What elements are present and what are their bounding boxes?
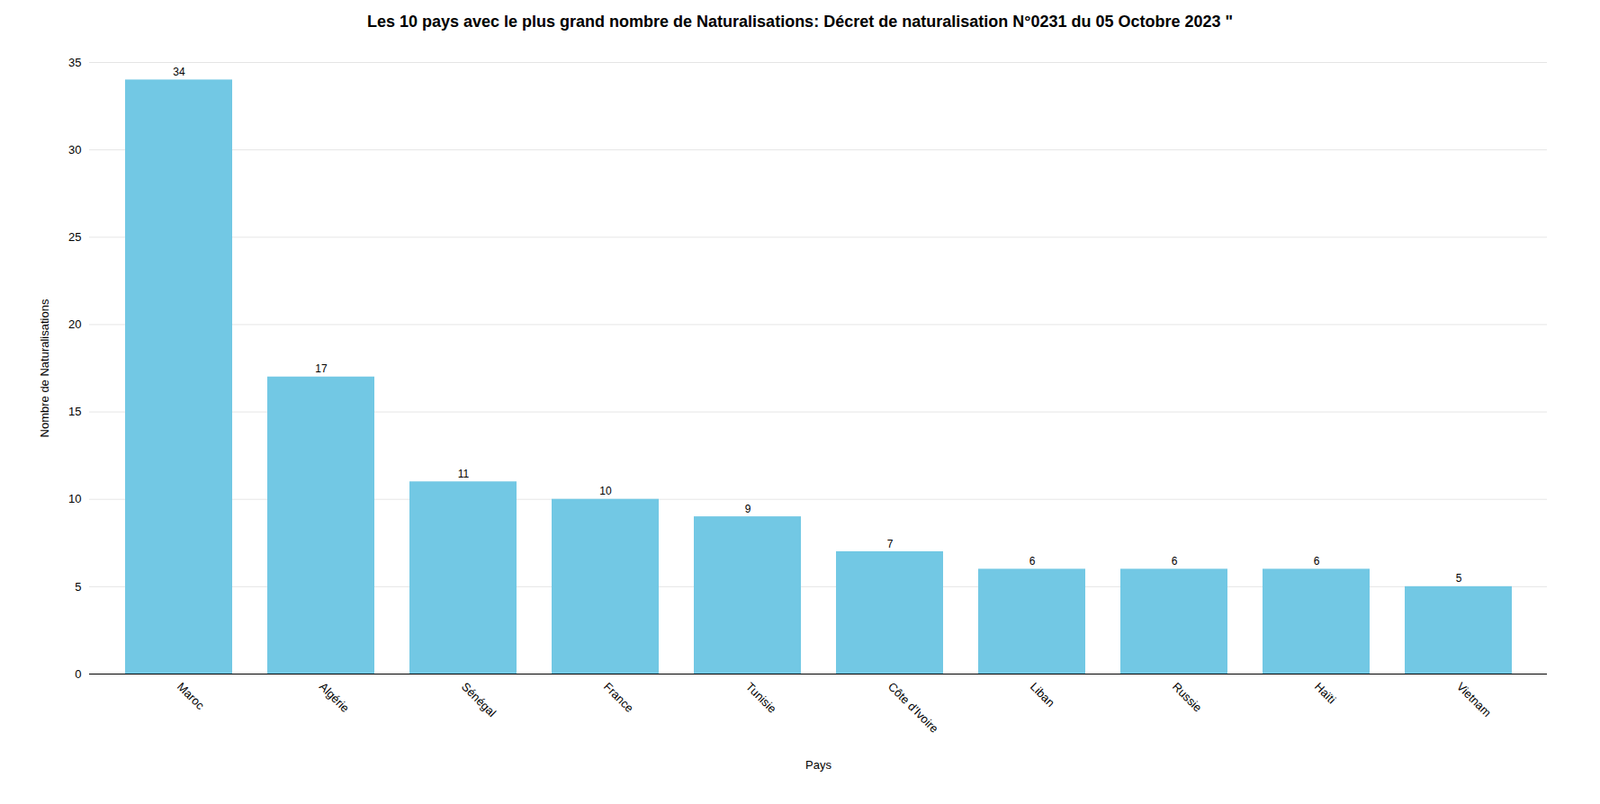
svg-text:Liban: Liban xyxy=(1027,680,1058,711)
svg-text:Nombre de Naturalisations: Nombre de Naturalisations xyxy=(37,298,52,438)
svg-text:Haïti: Haïti xyxy=(1312,680,1340,708)
svg-text:10: 10 xyxy=(68,492,81,506)
svg-text:25: 25 xyxy=(68,230,81,244)
svg-text:9: 9 xyxy=(745,503,752,516)
svg-text:Algérie: Algérie xyxy=(316,680,352,716)
svg-text:Pays: Pays xyxy=(805,758,832,773)
svg-text:Tunisie: Tunisie xyxy=(743,680,780,717)
svg-text:35: 35 xyxy=(68,55,81,70)
html-text:Les 10 pays avec le plus grand: Les 10 pays avec le plus grand nombre de… xyxy=(367,12,1233,31)
svg-text:Maroc: Maroc xyxy=(174,680,207,713)
svg-text:5: 5 xyxy=(74,580,81,594)
svg-text:France: France xyxy=(601,680,637,716)
svg-text:Vietnam: Vietnam xyxy=(1454,680,1494,720)
svg-text:6: 6 xyxy=(1313,555,1321,568)
svg-text:15: 15 xyxy=(68,404,81,419)
svg-text:Russie: Russie xyxy=(1169,680,1205,716)
svg-text:6: 6 xyxy=(1029,555,1036,568)
svg-text:6: 6 xyxy=(1171,555,1178,568)
svg-text:7: 7 xyxy=(887,538,894,551)
svg-text:17: 17 xyxy=(314,362,328,376)
svg-text:5: 5 xyxy=(1456,572,1463,585)
svg-text:Sénégal: Sénégal xyxy=(458,680,499,720)
svg-text:30: 30 xyxy=(68,143,81,157)
svg-text:20: 20 xyxy=(68,317,81,332)
svg-text:11: 11 xyxy=(458,467,470,481)
svg-text:10: 10 xyxy=(599,485,612,498)
svg-text:34: 34 xyxy=(172,65,186,79)
svg-text:0: 0 xyxy=(74,667,81,682)
svg-text:Côte d'Ivoire: Côte d'Ivoire xyxy=(885,680,942,737)
